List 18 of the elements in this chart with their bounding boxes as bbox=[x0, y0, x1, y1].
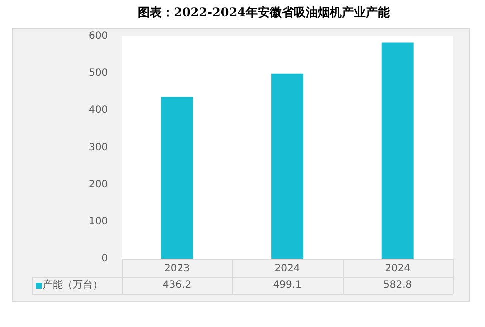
y-tick-label: 100 bbox=[88, 216, 108, 228]
legend-label: 产能（万台） bbox=[43, 279, 103, 292]
bar bbox=[272, 74, 304, 259]
data-label: 499.1 bbox=[273, 280, 302, 292]
y-tick-label: 200 bbox=[88, 179, 108, 190]
y-tick-label: 600 bbox=[88, 30, 108, 42]
x-tick-label: 2024 bbox=[274, 264, 300, 275]
data-label: 436.2 bbox=[162, 280, 192, 292]
x-tick-label: 2024 bbox=[385, 264, 411, 275]
y-tick-label: 500 bbox=[88, 68, 108, 80]
chart-title: 图表：2022-2024年安徽省吸油烟机产业产能 bbox=[138, 5, 391, 20]
data-label: 582.8 bbox=[384, 280, 412, 292]
y-tick-label: 0 bbox=[102, 254, 108, 265]
bar bbox=[161, 97, 194, 259]
bar bbox=[382, 42, 414, 259]
y-tick-label: 300 bbox=[88, 142, 108, 154]
x-tick-label: 2023 bbox=[164, 264, 190, 275]
y-tick-label: 400 bbox=[88, 105, 108, 116]
